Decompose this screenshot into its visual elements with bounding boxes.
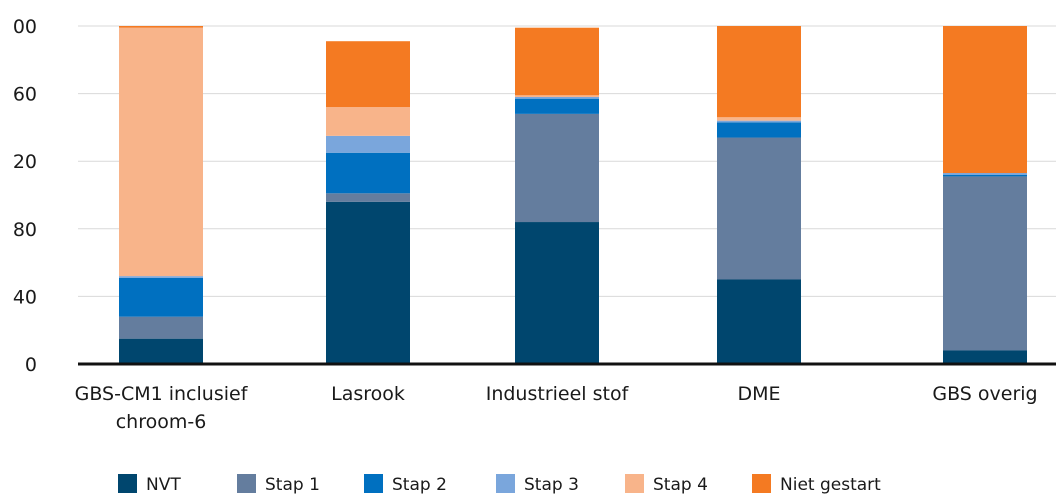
- bar-segment-2-nvt: [515, 222, 599, 364]
- category-label: GBS-CM1 inclusief: [75, 383, 249, 405]
- category-label: Lasrook: [331, 383, 405, 405]
- legend-label: Stap 3: [524, 475, 579, 495]
- y-tick-label: 00: [13, 16, 37, 38]
- y-tick-label: 20: [13, 151, 37, 173]
- category-label: Industrieel stof: [486, 383, 630, 405]
- bar-segment-2-stap-4: [515, 95, 599, 97]
- legend-swatch: [118, 474, 137, 493]
- bar-segment-1-stap-2: [326, 152, 410, 194]
- legend-label: NVT: [146, 475, 181, 495]
- bar-segment-3-niet-gestart: [717, 26, 801, 118]
- bar-segment-4-stap-1: [943, 176, 1027, 351]
- legend: NVT Stap 1 Stap 2 Stap 3 Stap 4 Niet gestart: [118, 474, 881, 495]
- legend-label: Niet gestart: [780, 475, 881, 495]
- legend-label: Stap 2: [392, 475, 447, 495]
- bar-segment-3-stap-1: [717, 137, 801, 280]
- bars: [119, 26, 1027, 364]
- legend-label: Stap 1: [265, 475, 320, 495]
- legend-label: Stap 4: [653, 475, 708, 495]
- bar-segment-4-stap-2: [943, 174, 1027, 177]
- bar-segment-0-stap-3: [119, 276, 203, 278]
- bar-segment-0-stap-1: [119, 316, 203, 339]
- y-tick-label: 40: [13, 286, 37, 308]
- legend-swatch: [496, 474, 515, 493]
- category-label: chroom-6: [116, 411, 207, 433]
- legend-swatch: [752, 474, 771, 493]
- bar-segment-0-niet-gestart: [119, 26, 203, 28]
- y-tick-label: 0: [25, 354, 37, 376]
- bar-segment-1-stap-4: [326, 107, 410, 136]
- legend-swatch: [237, 474, 256, 493]
- bar-segment-4-nvt: [943, 350, 1027, 364]
- bar-segment-1-stap-3: [326, 135, 410, 153]
- bar-segment-4-niet-gestart: [943, 26, 1027, 174]
- bar-segment-1-nvt: [326, 201, 410, 364]
- y-tick-label: 60: [13, 84, 37, 106]
- bar-segment-3-stap-4: [717, 117, 801, 121]
- bar-segment-3-stap-2: [717, 122, 801, 138]
- legend-swatch: [625, 474, 644, 493]
- bar-segment-2-stap-2: [515, 98, 599, 114]
- y-axis-ticks: 0 40 80 20 60 00: [13, 16, 37, 376]
- category-label: GBS overig: [932, 383, 1037, 405]
- bar-segment-0-nvt: [119, 338, 203, 364]
- bar-segment-2-stap-1: [515, 113, 599, 223]
- bar-segment-2-stap-3: [515, 96, 599, 99]
- y-tick-label: 80: [13, 219, 37, 241]
- bar-segment-1-niet-gestart: [326, 41, 410, 108]
- bar-segment-0-stap-2: [119, 277, 203, 317]
- bar-segment-3-stap-3: [717, 120, 801, 123]
- bar-segment-1-stap-1: [326, 193, 410, 202]
- bar-segment-4-stap-3: [943, 173, 1027, 175]
- category-label: DME: [737, 383, 780, 405]
- bar-segment-3-nvt: [717, 279, 801, 364]
- legend-swatch: [364, 474, 383, 493]
- x-axis-categories: GBS-CM1 inclusief chroom-6 Lasrook Industri…: [75, 383, 1038, 433]
- bar-segment-2-niet-gestart: [515, 27, 599, 96]
- bar-segment-0-stap-4: [119, 27, 203, 277]
